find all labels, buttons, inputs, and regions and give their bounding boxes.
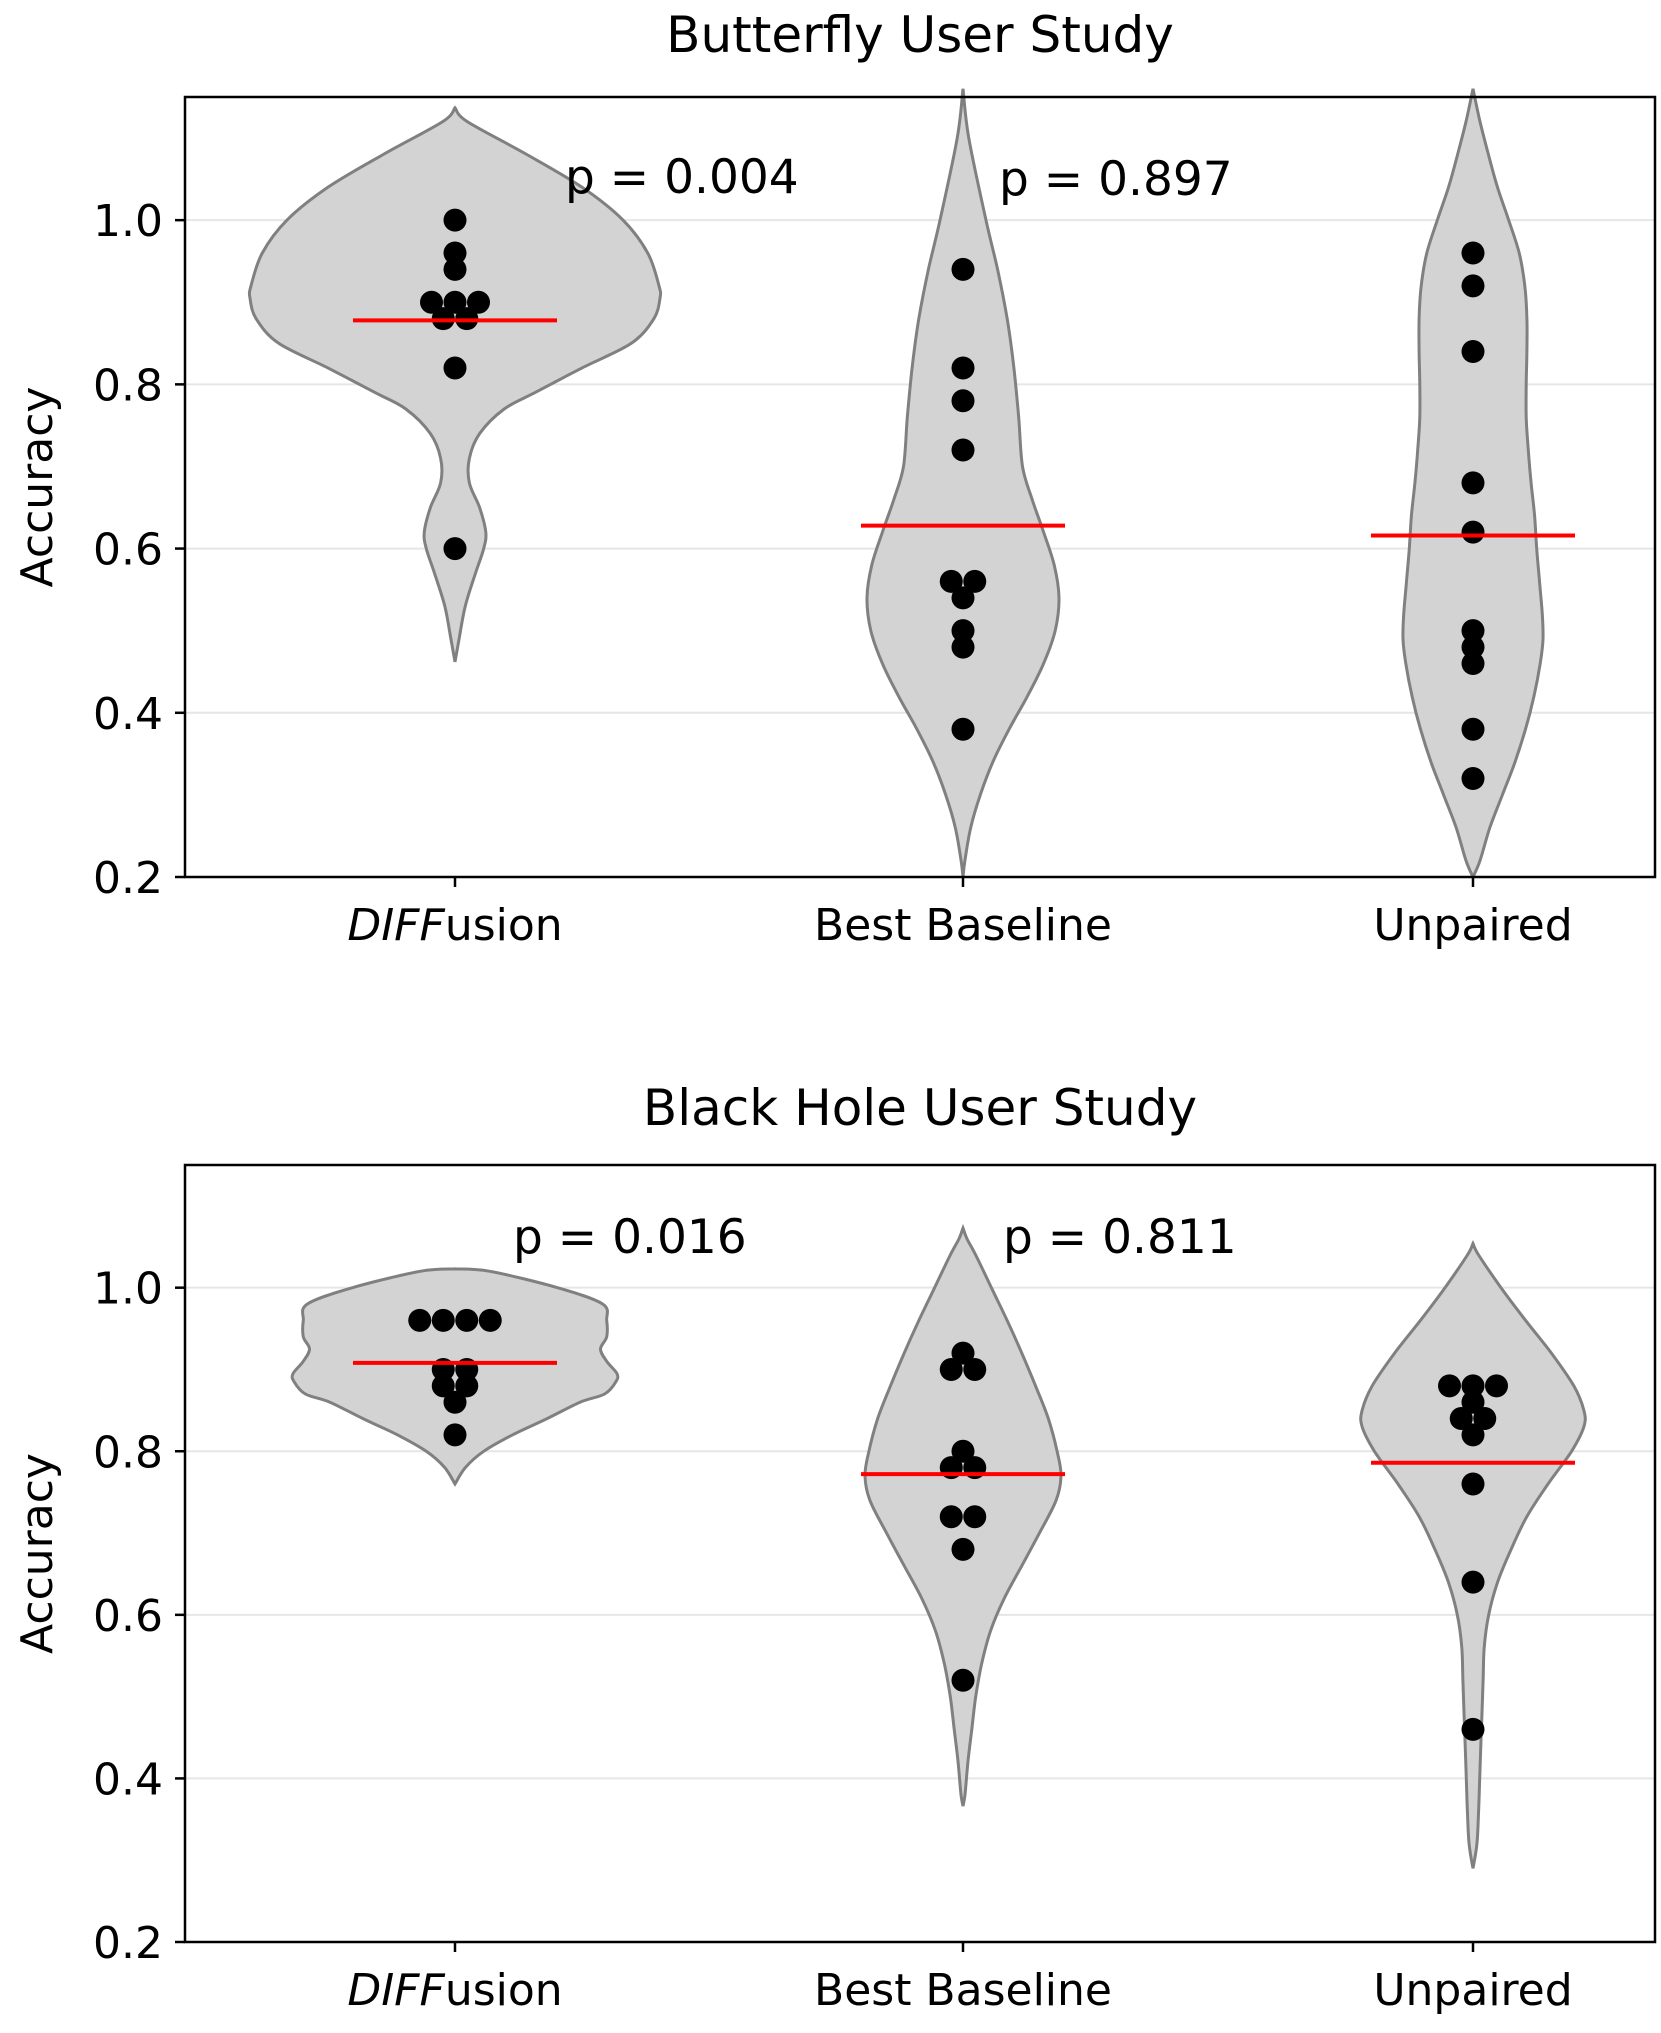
data-point — [1461, 766, 1485, 790]
data-point — [1461, 241, 1485, 265]
data-point — [1461, 1390, 1485, 1414]
chart-title: Butterfly User Study — [666, 6, 1174, 64]
data-point — [443, 290, 467, 314]
data-point — [951, 1341, 975, 1365]
data-point — [1461, 619, 1485, 643]
data-point — [1461, 1423, 1485, 1447]
data-point — [951, 619, 975, 643]
data-point — [443, 1423, 467, 1447]
data-point — [1461, 1717, 1485, 1741]
data-point — [1449, 1407, 1473, 1431]
y-tick-label: 0.6 — [93, 525, 163, 576]
data-point — [1461, 635, 1485, 659]
data-point — [963, 569, 987, 593]
data-point — [939, 569, 963, 593]
data-point — [443, 356, 467, 380]
violin-2 — [863, 1223, 1063, 1807]
data-point — [1461, 1374, 1485, 1398]
data-point — [408, 1308, 432, 1332]
data-point — [1438, 1374, 1461, 1398]
y-tick-label: 1.0 — [93, 196, 163, 247]
data-point — [1461, 1472, 1485, 1496]
data-point — [1461, 274, 1485, 298]
data-point — [951, 1537, 975, 1561]
y-tick-label: 0.6 — [93, 1591, 163, 1642]
chart-title: Black Hole User Study — [643, 1079, 1197, 1137]
data-point — [1473, 1407, 1497, 1431]
data-point — [478, 1308, 502, 1332]
data-point — [443, 1390, 467, 1414]
data-point — [1485, 1374, 1508, 1398]
x-tick-label: DIFFusion — [347, 900, 562, 951]
y-tick-label: 0.2 — [93, 1918, 163, 1969]
data-point — [951, 1668, 975, 1692]
data-point — [443, 537, 467, 561]
data-point — [1461, 520, 1485, 544]
x-tick-label: Best Baseline — [814, 1965, 1112, 2016]
y-tick-label: 0.8 — [93, 360, 163, 411]
data-point — [963, 1357, 987, 1381]
data-point — [420, 290, 443, 314]
data-point — [1461, 717, 1485, 741]
axes-frame — [183, 95, 1657, 879]
data-point — [951, 586, 975, 610]
violin-1 — [247, 105, 663, 663]
data-point — [443, 208, 467, 232]
y-tick-label: 1.0 — [93, 1264, 163, 1315]
chart-panel-1: Butterfly User Study p = 0.004 p = 0.897 0.… — [12, 6, 1657, 951]
chart-panel-2: Black Hole User Study p = 0.016 p = 0.811 0… — [12, 1079, 1657, 2016]
y-tick-label: 0.4 — [93, 1754, 163, 1805]
data-point — [951, 1439, 975, 1463]
y-tick-label: 0.8 — [93, 1427, 163, 1478]
data-point — [951, 438, 975, 462]
data-point — [951, 257, 975, 281]
data-point — [951, 389, 975, 413]
violin-1 — [290, 1267, 620, 1487]
data-point — [455, 1374, 479, 1398]
data-point — [951, 717, 975, 741]
x-tick-label: DIFFusion — [347, 1965, 562, 2016]
y-tick-label: 0.2 — [93, 853, 163, 904]
x-tick-label: Best Baseline — [814, 900, 1112, 951]
x-tick-label: Unpaired — [1373, 1965, 1572, 2016]
data-point — [1461, 340, 1485, 364]
data-point — [939, 1357, 963, 1381]
data-point — [443, 257, 467, 281]
y-axis-label: Accuracy — [12, 387, 63, 588]
data-point — [951, 356, 975, 380]
data-point — [951, 635, 975, 659]
data-point — [431, 1308, 455, 1332]
data-point — [963, 1505, 987, 1529]
p-value-annotation: p = 0.811 — [1003, 1210, 1237, 1265]
data-point — [467, 290, 490, 314]
data-point — [939, 1505, 963, 1529]
data-point — [455, 1308, 479, 1332]
data-point — [443, 241, 467, 265]
p-value-annotation: p = 0.897 — [999, 152, 1233, 207]
data-point — [1461, 471, 1485, 495]
data-point — [431, 1374, 455, 1398]
violin-3 — [1359, 1239, 1587, 1869]
x-tick-label: Unpaired — [1373, 900, 1572, 951]
p-value-annotation: p = 0.016 — [513, 1210, 747, 1265]
p-value-annotation: p = 0.004 — [565, 150, 799, 205]
y-tick-label: 0.4 — [93, 689, 163, 740]
y-axis-label: Accuracy — [12, 1453, 63, 1654]
axes-frame — [183, 1163, 1657, 1944]
data-point — [1461, 1570, 1485, 1594]
data-point — [1461, 652, 1485, 676]
violin-2 — [865, 88, 1061, 878]
